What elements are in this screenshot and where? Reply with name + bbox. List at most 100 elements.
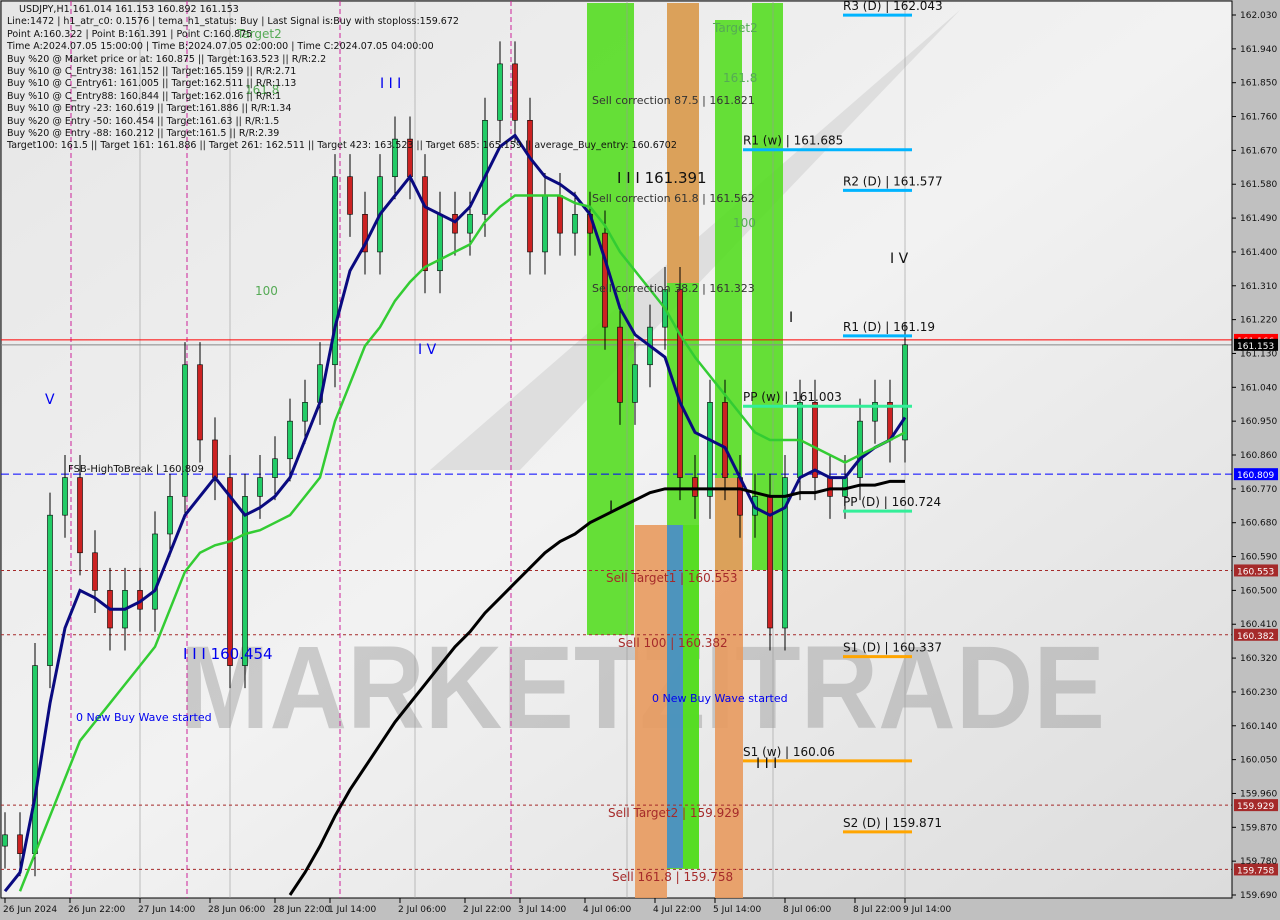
candle-body: [92, 552, 98, 591]
candle-body: [887, 402, 893, 441]
price-tag: [1234, 468, 1278, 481]
candle-body: [467, 214, 473, 234]
moving-average-line: [288, 479, 905, 896]
y-tick-label: 160.860: [1240, 451, 1277, 461]
candle-body: [32, 665, 38, 854]
sell-correction-382-label: Sell correction 38.2 | 161.323: [592, 282, 755, 295]
candle-body: [242, 496, 248, 666]
info-line: Buy %10 @ C_Entry61: 161.005 || Target:1…: [7, 78, 297, 90]
info-line: Buy %10 @ Entry -23: 160.619 || Target:1…: [7, 103, 292, 115]
y-tick-label: 160.320: [1240, 654, 1277, 664]
y-tick-label: 161.670: [1240, 146, 1277, 156]
wave-iii-label: I I I: [380, 76, 401, 92]
signal-zone: [667, 525, 683, 868]
candle-body: [197, 364, 203, 441]
sell-1618-label: Sell 161.8 | 159.758: [612, 870, 733, 884]
candle-body: [212, 439, 218, 478]
info-line: Line:1472 | h1_atr_c0: 0.1576 | tema_h1_…: [7, 16, 459, 28]
y-tick-label: 160.500: [1240, 586, 1277, 596]
info-line: Buy %20 @ Entry -88: 160.212 || Target:1…: [7, 128, 280, 140]
y-tick-label: 162.030: [1240, 11, 1277, 21]
y-tick-label: 159.870: [1240, 823, 1277, 833]
x-tick-label: 9 Jul 14:00: [903, 905, 952, 915]
price-tag: [1234, 564, 1278, 577]
y-tick-label: 160.230: [1240, 688, 1277, 698]
target2-label: Target2: [712, 21, 758, 35]
y-tick-label: 161.850: [1240, 79, 1277, 89]
pivot-label: R1 (w) | 161.685: [743, 134, 843, 148]
x-tick-label: 8 Jul 22:00: [853, 905, 902, 915]
price-tag-label: 160.382: [1237, 632, 1274, 642]
sell-100-label: Sell 100 | 160.382: [618, 636, 728, 650]
candle-body: [692, 477, 698, 497]
new-buy-wave-label: 0 New Buy Wave started: [652, 692, 788, 705]
y-tick-label: 160.590: [1240, 553, 1277, 563]
signal-zone: [667, 3, 699, 283]
x-tick-label: 3 Jul 14:00: [518, 905, 567, 915]
candle-body: [722, 402, 728, 478]
price-tag: [1234, 863, 1278, 876]
y-tick-label: 160.410: [1240, 620, 1277, 630]
fib-100-label: 100: [255, 284, 278, 298]
candle-body: [287, 420, 293, 460]
wave-iii-low-label: I I I 160.454: [183, 645, 273, 663]
candle-body: [812, 402, 818, 478]
wave-iv-label: I V: [890, 251, 909, 267]
target2-label: Target2: [236, 27, 282, 41]
wave-iv-label: I V: [418, 342, 437, 358]
pivot-label: S2 (D) | 159.871: [843, 816, 942, 830]
wave-i-label: I: [609, 499, 613, 515]
price-tag: [1234, 338, 1278, 351]
y-tick-label: 161.220: [1240, 316, 1277, 326]
x-tick-label: 26 Jun 2024: [3, 905, 57, 915]
price-tag-label: 160.553: [1237, 567, 1274, 577]
candle-body: [62, 477, 68, 516]
candle-body: [392, 138, 398, 178]
candle-body: [602, 232, 608, 328]
candle-body: [272, 458, 278, 478]
pivot-label: PP (D) | 160.724: [843, 495, 941, 509]
candle-body: [347, 176, 353, 215]
x-tick-label: 4 Jul 06:00: [583, 905, 632, 915]
wave-iii-label: I I I: [756, 756, 777, 772]
pivot-label: S1 (D) | 160.337: [843, 641, 942, 655]
candle-body: [527, 119, 533, 253]
fib-1618-label: 161.8: [723, 71, 757, 85]
candle-body: [437, 214, 443, 272]
x-tick-label: 27 Jun 14:00: [138, 905, 195, 915]
candle-body: [77, 477, 83, 554]
pivot-label: R2 (D) | 161.577: [843, 174, 943, 188]
pivot-label: S1 (w) | 160.06: [743, 745, 835, 759]
candle-body: [227, 477, 233, 666]
candle-body: [2, 834, 8, 847]
candle-body: [557, 195, 563, 234]
signal-zone: [683, 525, 699, 868]
candle-body: [482, 119, 488, 215]
price-tag-label: 160.809: [1237, 471, 1274, 481]
pivot-label: PP (w) | 161.003: [743, 390, 842, 404]
candle-body: [857, 420, 863, 478]
price-tag-label: 161.153: [1237, 342, 1274, 352]
new-buy-wave-label: 0 New Buy Wave started: [76, 711, 212, 724]
x-tick-label: 28 Jun 06:00: [208, 905, 265, 915]
candle-body: [497, 63, 503, 121]
signal-zone: [635, 525, 667, 898]
candle-body: [422, 176, 428, 272]
candle-body: [362, 214, 368, 253]
info-line: Point A:160.322 | Point B:161.391 | Poin…: [7, 28, 253, 40]
candle-body: [512, 63, 518, 121]
candle-body: [452, 214, 458, 234]
x-tick-label: 5 Jul 14:00: [713, 905, 762, 915]
candle-body: [782, 477, 788, 629]
info-line: Buy %20 @ Market price or at: 160.875 ||…: [7, 53, 327, 65]
y-tick-label: 160.140: [1240, 722, 1277, 732]
candle-body: [332, 176, 338, 366]
candle-body: [302, 402, 308, 422]
x-tick-label: 1 Jul 14:00: [328, 905, 377, 915]
wave-v-label: V: [45, 392, 55, 408]
symbol-ohlc: USDJPY,H1 161.014 161.153 160.892 161.15…: [19, 4, 239, 15]
candle-body: [572, 214, 578, 234]
sell-correction-618-label: Sell correction 61.8 | 161.562: [592, 192, 755, 205]
candle-body: [257, 477, 263, 497]
